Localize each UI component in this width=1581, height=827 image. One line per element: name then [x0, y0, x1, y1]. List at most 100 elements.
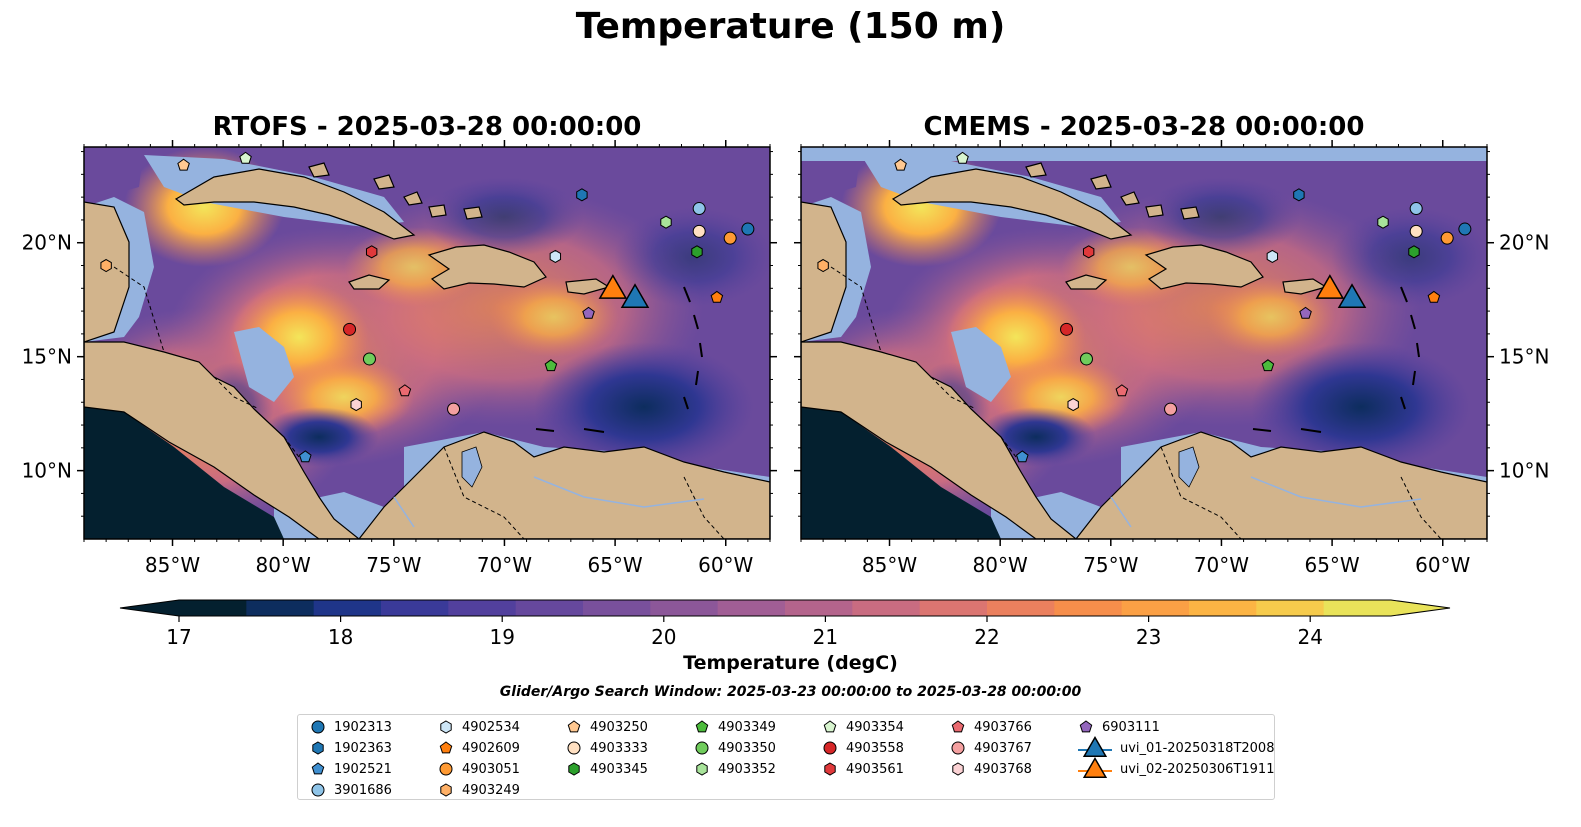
legend-hexagon-icon — [312, 741, 324, 755]
legend-label: 4903558 — [846, 740, 904, 756]
colorbar-segment — [1121, 600, 1190, 616]
colorbar-extend-high — [1391, 600, 1450, 616]
legend-triangle-marker — [1082, 736, 1108, 757]
legend-item: 4903767 — [950, 738, 1032, 758]
obs-marker-1902521-rtofs — [298, 450, 312, 463]
legend-pentagon-icon — [311, 762, 325, 775]
legend-marker — [312, 741, 324, 755]
legend-label: 1902313 — [334, 719, 392, 735]
x-tick-label: 70°W — [1194, 553, 1249, 577]
obs-marker-6903111-cmems — [1299, 306, 1312, 319]
legend-marker — [439, 741, 453, 754]
colorbar-tick-label: 21 — [813, 625, 838, 649]
obs-marker-4903333-cmems — [1409, 224, 1423, 238]
legend-item: 3901686 — [310, 780, 392, 800]
legend-label: 4903345 — [590, 761, 648, 777]
x-tick-label: 80°W — [973, 553, 1028, 577]
obs-marker-1902363-cmems — [1293, 188, 1305, 202]
legend-marker — [824, 762, 836, 776]
obs-marker-4903051-cmems — [1440, 231, 1454, 245]
legend-hexagon-icon — [696, 762, 708, 776]
obs-marker-4903345-rtofs — [691, 245, 703, 259]
legend-label: 4903250 — [590, 719, 648, 735]
legend-label: 4903768 — [974, 761, 1032, 777]
legend-marker — [567, 741, 581, 755]
obs-marker-1902521-cmems — [1015, 450, 1029, 463]
colorbar-segment — [852, 600, 921, 616]
legend-pentagon-icon — [567, 720, 581, 733]
obs-marker-6903111-rtofs — [582, 306, 595, 319]
colorbar-segment — [1256, 600, 1325, 616]
rtofs-map — [84, 147, 770, 539]
legend-item: uvi_02-20250306T1911 — [1078, 757, 1274, 779]
colorbar-segment — [1189, 600, 1257, 616]
colorbar-segment — [785, 600, 853, 616]
colorbar-segment — [717, 600, 786, 616]
obs-marker-4903349-rtofs — [544, 359, 558, 372]
legend-item: 4903250 — [566, 717, 648, 737]
x-tick-label: 85°W — [145, 553, 200, 577]
x-tick-label: 65°W — [1304, 553, 1359, 577]
obs-marker-4903766-rtofs — [398, 384, 412, 397]
colorbar-tick-label: 20 — [651, 625, 676, 649]
legend-circle-icon — [311, 783, 325, 797]
legend-item: 4903051 — [438, 759, 520, 779]
panel-title-cmems: CMEMS - 2025-03-28 00:00:00 — [923, 112, 1365, 142]
y-tick-label: 10°N — [22, 459, 72, 483]
obs-marker-4903249-rtofs — [100, 258, 112, 273]
legend-label: 4903766 — [974, 719, 1032, 735]
legend-item: 6903111 — [1078, 717, 1160, 737]
legend-item: 4903352 — [694, 759, 776, 779]
obs-marker-4903250-rtofs — [177, 158, 190, 171]
legend-marker — [568, 762, 580, 776]
obs-marker-3901686-cmems — [1409, 202, 1423, 216]
obs-marker-4903349-cmems — [1261, 359, 1275, 372]
obs-marker-4903250-cmems — [894, 158, 907, 171]
rtofs-frame — [83, 146, 771, 540]
figure-title: Temperature (150 m) — [575, 6, 1006, 47]
obs-marker-4903350-cmems — [1079, 352, 1093, 366]
legend-marker — [823, 720, 837, 733]
x-tick-label: 70°W — [477, 553, 532, 577]
colorbar-segment — [246, 600, 315, 616]
obs-marker-4902609-cmems — [1427, 290, 1441, 303]
legend-triangle-icon — [1078, 736, 1112, 757]
legend-label: 4902609 — [462, 740, 520, 756]
legend-marker — [951, 741, 965, 755]
x-tick-label: 80°W — [256, 553, 311, 577]
legend-pentagon-icon — [1079, 720, 1093, 733]
obs-marker-4903350-rtofs — [362, 352, 376, 366]
colorbar-extend-low — [120, 600, 179, 616]
legend-item: 4903558 — [822, 738, 904, 758]
x-tick-label: 85°W — [862, 553, 917, 577]
x-tick-label: 60°W — [1415, 553, 1470, 577]
legend-marker — [440, 783, 452, 797]
legend-pentagon-icon — [695, 720, 709, 733]
legend-marker — [440, 720, 452, 734]
legend-pentagon-icon — [823, 720, 837, 733]
legend-label: 3901686 — [334, 782, 392, 798]
obs-marker-4903768-rtofs — [350, 397, 362, 412]
legend-item: 4902609 — [438, 738, 520, 758]
panel-title-rtofs: RTOFS - 2025-03-28 00:00:00 — [212, 112, 642, 142]
legend-pentagon-icon — [951, 720, 965, 733]
legend-circle-icon — [311, 720, 325, 734]
legend-item: 4903345 — [566, 759, 648, 779]
legend-hexagon-icon — [952, 762, 964, 776]
obs-marker-4903767-rtofs — [447, 402, 461, 416]
legend-item: 4903768 — [950, 759, 1032, 779]
colorbar: 17 18 19 20 21 22 23 24 — [119, 599, 1451, 649]
legend-circle-icon — [695, 741, 709, 755]
colorbar-segment — [515, 600, 584, 616]
legend-circle-icon — [439, 762, 453, 776]
x-tick-label: 60°W — [698, 553, 753, 577]
legend-label: 4903767 — [974, 740, 1032, 756]
cmems-frame — [800, 146, 1488, 540]
legend-pentagon-icon — [439, 741, 453, 754]
legend-triangle-icon — [1078, 757, 1112, 778]
obs-marker-4903333-rtofs — [692, 224, 706, 238]
colorbar-tick-label: 19 — [489, 625, 514, 649]
obs-marker-4902609-rtofs — [710, 290, 724, 303]
legend-hexagon-icon — [824, 762, 836, 776]
obs-marker-4903249-cmems — [817, 258, 829, 273]
